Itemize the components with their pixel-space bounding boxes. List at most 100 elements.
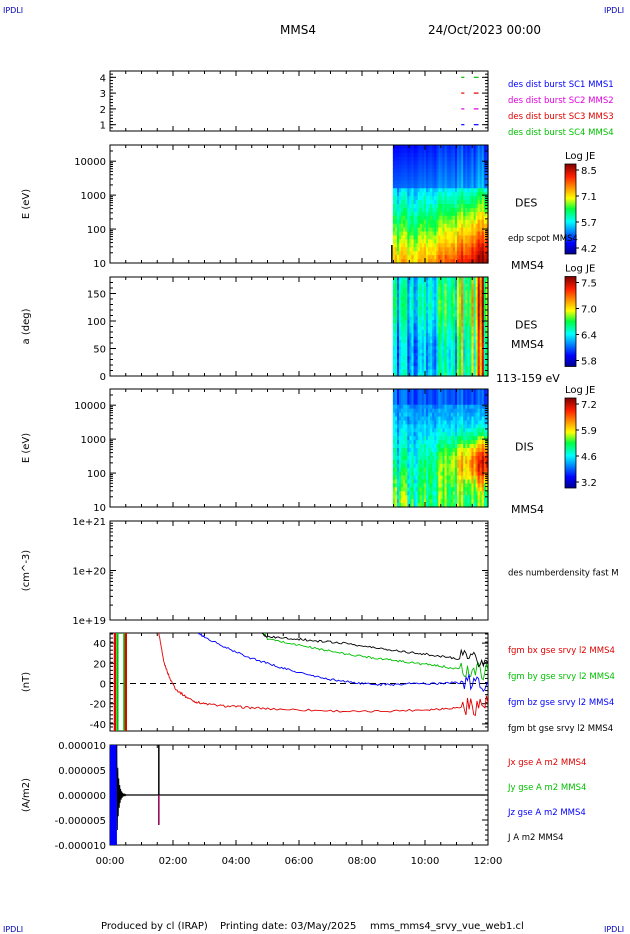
heatmap-cell	[456, 459, 460, 465]
heatmap-cell	[440, 356, 444, 361]
heatmap-cell	[411, 188, 415, 193]
heatmap-cell	[452, 323, 456, 328]
heatmap-cell	[456, 333, 460, 337]
heatmap-cell	[442, 333, 446, 337]
heatmap-cell	[438, 231, 442, 237]
heatmap-cell	[471, 152, 475, 158]
heatmap-cell	[432, 196, 435, 201]
heatmap-cell	[403, 300, 406, 304]
heatmap-cell	[448, 223, 452, 229]
panel-current: -0.000010-0.0000050.0000000.0000050.0000…	[21, 741, 586, 852]
heatmap-cell	[403, 366, 406, 370]
heatmap-cell	[446, 172, 450, 178]
heatmap-cell	[446, 408, 450, 414]
heatmap-cell	[399, 192, 402, 197]
heatmap-cell	[394, 259, 398, 264]
heatmap-cell	[448, 255, 452, 260]
heatmap-cell	[394, 184, 398, 189]
heatmap-cell	[438, 180, 442, 185]
heatmap-cell	[430, 255, 433, 260]
heatmap-cell	[403, 160, 406, 166]
heatmap-cell	[421, 243, 425, 248]
heatmap-cell	[483, 316, 487, 321]
heatmap-cell	[461, 313, 464, 318]
heatmap-cell	[483, 219, 487, 225]
heatmap-cell	[423, 204, 427, 209]
heatmap-cell	[444, 366, 448, 370]
heatmap-cell	[423, 329, 427, 334]
heatmap-cell	[459, 432, 462, 437]
heatmap-cell	[444, 148, 448, 154]
heatmap-cell	[421, 207, 425, 213]
heatmap-cell	[419, 145, 423, 150]
heatmap-cell	[428, 346, 431, 351]
heatmap-cell	[479, 420, 483, 425]
heatmap-cell	[415, 207, 419, 213]
heatmap-cell	[434, 362, 437, 367]
heatmap-cell	[479, 231, 483, 237]
heatmap-cell	[407, 172, 411, 178]
heatmap-cell	[450, 432, 454, 437]
heatmap-cell	[394, 277, 398, 281]
heatmap-cell	[432, 306, 435, 311]
heatmap-cell	[473, 424, 477, 429]
heatmap-cell	[409, 362, 413, 367]
heatmap-cell	[419, 420, 423, 425]
heatmap-cell	[456, 436, 460, 441]
heatmap-cell	[479, 319, 483, 324]
heatmap-cell	[392, 303, 396, 308]
heatmap-cell	[475, 277, 479, 281]
heatmap-cell	[463, 483, 466, 488]
heatmap-cell	[394, 148, 398, 154]
heatmap-cell	[444, 326, 448, 331]
heatmap-cell	[423, 428, 427, 433]
heatmap-cell	[403, 145, 406, 150]
heatmap-cell	[481, 286, 485, 291]
heatmap-cell	[485, 251, 489, 256]
heatmap-cell	[465, 196, 468, 201]
heatmap-cell	[419, 356, 423, 361]
heatmap-cell	[432, 420, 435, 425]
heatmap-cell	[456, 160, 460, 166]
heatmap-cell	[428, 404, 431, 410]
heatmap-cell	[409, 495, 413, 500]
heatmap-cell	[419, 192, 423, 197]
heatmap-cell	[459, 323, 462, 328]
heatmap-cell	[421, 471, 425, 477]
heatmap-cell	[461, 215, 464, 221]
heatmap-cell	[413, 239, 417, 244]
heatmap-cell	[465, 459, 468, 465]
heatmap-cell	[463, 455, 466, 461]
heatmap-cell	[475, 471, 479, 477]
heatmap-cell	[419, 152, 423, 158]
heatmap-cell	[442, 362, 446, 367]
heatmap-cell	[407, 336, 411, 341]
heatmap-cell	[425, 211, 429, 217]
heatmap-cell	[471, 349, 475, 354]
heatmap-cell	[483, 156, 487, 162]
heatmap-cell	[409, 400, 413, 406]
heatmap-cell	[407, 366, 411, 370]
heatmap-cell	[419, 231, 423, 237]
heatmap-cell	[430, 164, 433, 170]
heatmap-cell	[446, 184, 450, 189]
heatmap-cell	[419, 300, 423, 304]
heatmap-cell	[459, 223, 462, 229]
heatmap-cell	[483, 215, 487, 221]
heatmap-cell	[401, 372, 404, 377]
heatmap-cell	[407, 219, 411, 225]
heatmap-cell	[415, 336, 419, 341]
heatmap-cell	[471, 503, 475, 508]
heatmap-cell	[459, 259, 462, 264]
heatmap-cell	[394, 313, 398, 318]
heatmap-cell	[403, 227, 406, 233]
heatmap-cell	[397, 290, 400, 295]
heatmap-cell	[456, 339, 460, 344]
heatmap-cell	[477, 160, 481, 166]
heatmap-cell	[405, 467, 408, 473]
heatmap-cell	[430, 290, 433, 295]
heatmap-cell	[425, 372, 429, 377]
heatmap-cell	[409, 231, 413, 237]
heatmap-cell	[456, 283, 460, 288]
heatmap-cell	[467, 255, 470, 260]
